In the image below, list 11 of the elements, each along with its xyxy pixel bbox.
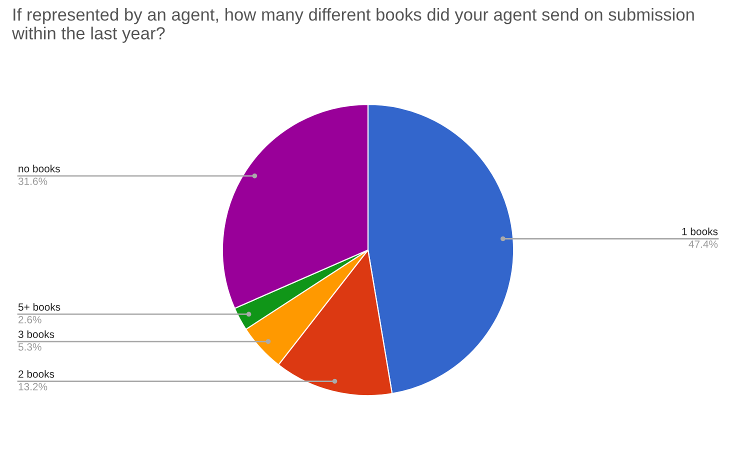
data-label: 47.4% <box>688 240 718 248</box>
data-label: 2.6% <box>18 316 42 324</box>
data-label: 31.6% <box>18 178 48 186</box>
data-label: 5.3% <box>18 343 42 351</box>
slice-label: 1 books <box>682 228 718 236</box>
data-label: 13.2% <box>18 383 48 390</box>
slice-label: 3 books <box>18 330 54 338</box>
slice-label: no books <box>18 164 60 172</box>
slice-label: 2 books <box>18 370 54 378</box>
chart-title: If represented by an agent, how many different books did your agent send on submission within the last year? <box>12 8 694 43</box>
slice-label: 5+ books <box>18 303 60 311</box>
